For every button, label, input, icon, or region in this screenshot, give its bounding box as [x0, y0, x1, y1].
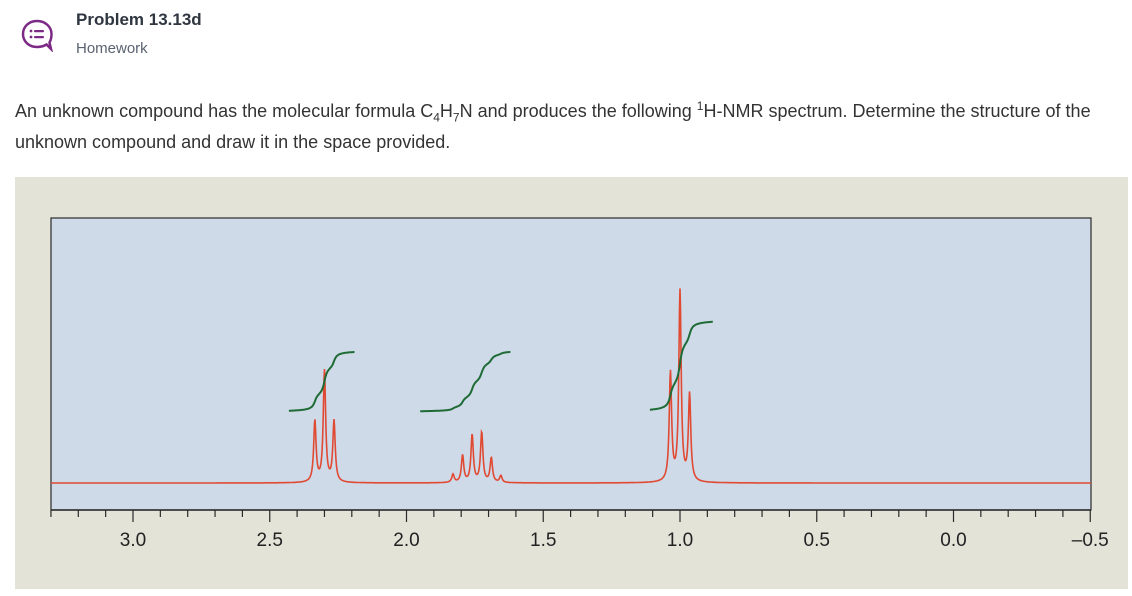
x-tick-label: 0.0 [940, 530, 966, 551]
x-tick-label: 2.0 [393, 530, 419, 551]
prompt-text-3: H-NMR spectrum. Determine the structure … [15, 101, 1091, 152]
chat-bubble-list-icon [20, 18, 54, 53]
integral-curve [649, 320, 713, 411]
prompt-c-subscript: 4 [433, 110, 440, 125]
prompt-h: H [439, 101, 453, 121]
problem-header: Problem 13.13d Homework [0, 0, 1132, 70]
prompt-text-2: N and produces the following [459, 101, 697, 121]
prompt-h-subscript: 7 [452, 110, 460, 125]
x-tick-label: 3.0 [120, 530, 146, 551]
prompt-superscript: 1 [696, 99, 704, 113]
spectrum-line [51, 288, 1091, 484]
integral-curve [420, 351, 511, 413]
x-tick-label: –0.5 [1072, 530, 1109, 551]
x-tick-label: 0.5 [804, 530, 830, 551]
problem-subtitle: Homework [76, 40, 148, 57]
x-tick-label: 2.5 [257, 530, 283, 551]
plot-area [50, 217, 1092, 511]
nmr-figure: 3.0 2.5 2.0 1.5 1.0 0.5 0.0 –0.5 [15, 177, 1128, 589]
x-tick-label: 1.5 [530, 530, 556, 551]
nmr-spectrum-chart: 3.0 2.5 2.0 1.5 1.0 0.5 0.0 –0.5 [50, 217, 1109, 551]
x-tick-label: 1.0 [667, 530, 693, 551]
problem-title: Problem 13.13d [76, 10, 202, 29]
integral-curve [288, 351, 355, 412]
problem-prompt: An unknown compound has the molecular fo… [15, 96, 1125, 158]
prompt-text-1: An unknown compound has the molecular fo… [15, 101, 434, 121]
